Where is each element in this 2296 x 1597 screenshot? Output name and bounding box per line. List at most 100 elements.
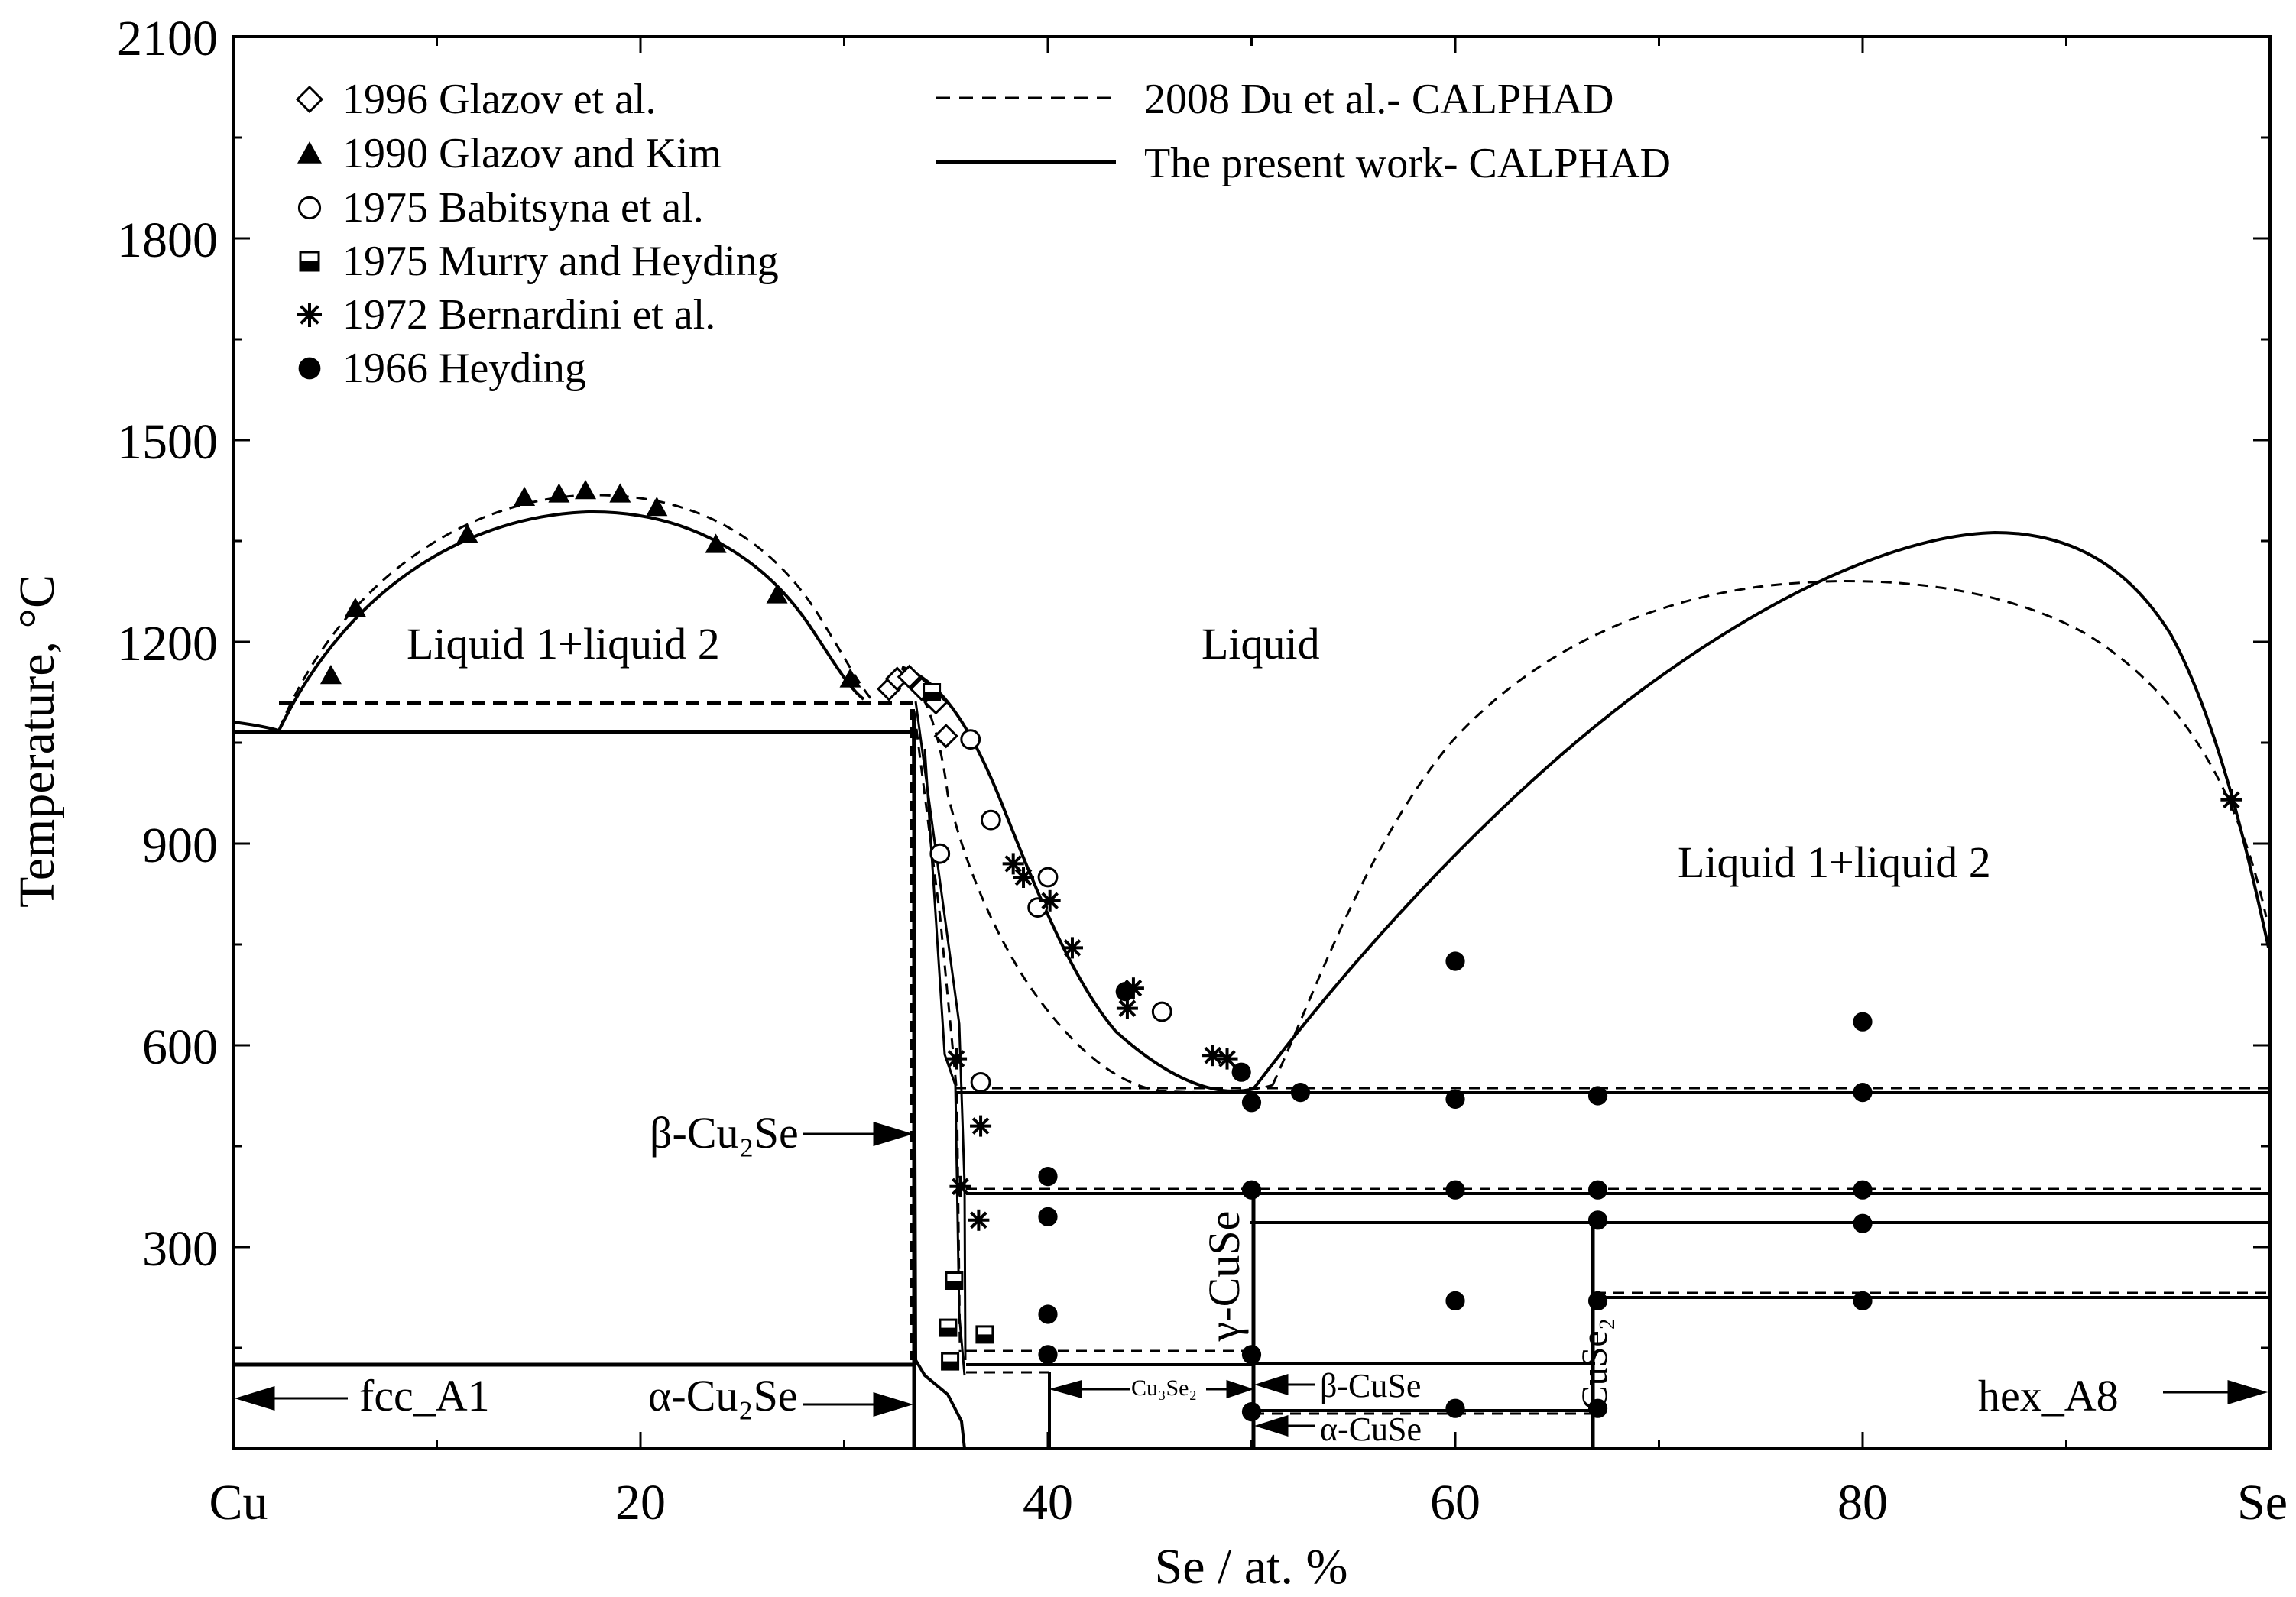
x-tick-label-20: 20 xyxy=(615,1475,666,1531)
region-label-l1l2-right: Liquid 1+liquid 2 xyxy=(1678,837,1991,887)
dashed-liquidus-middle xyxy=(901,667,1273,1094)
data-point xyxy=(1445,1291,1465,1310)
legend-icon-square-half xyxy=(299,251,320,272)
data-point xyxy=(609,483,631,503)
dashed-miscibility-dome-right xyxy=(1271,580,2268,1086)
region-label-beta-cu2se: β-Cu₂Se xyxy=(650,1108,799,1158)
legend-icon-asterisk xyxy=(297,303,322,327)
data-point xyxy=(1231,1062,1251,1082)
data-point xyxy=(970,1115,992,1137)
legend-label-du-2008: 2008 Du et al.- CALPHAD xyxy=(1144,76,1613,123)
data-point xyxy=(945,1271,964,1290)
arrow-alpha-cu2se-head xyxy=(873,1391,914,1417)
legend-icon-circle-open xyxy=(297,196,322,220)
data-point xyxy=(1587,1398,1608,1418)
solid-liquidus-left xyxy=(233,721,280,732)
dashed-cu2se-right-boundary xyxy=(913,710,962,1353)
data-point xyxy=(980,809,1001,831)
data-point xyxy=(1202,1045,1224,1067)
solid-miscibility-dome-right xyxy=(1252,530,2270,1090)
y-tick-labels: 2100 1800 1500 1200 900 600 300 xyxy=(117,11,218,1277)
data-markers xyxy=(319,480,2242,1422)
region-label-fcc: fcc_A1 xyxy=(359,1371,490,1420)
arrow-cu3se2-right-head xyxy=(1226,1379,1254,1399)
solid-cu2se-left-boundary xyxy=(912,708,966,1449)
data-point xyxy=(1027,897,1049,918)
data-point xyxy=(1038,1345,1058,1365)
data-point xyxy=(933,724,958,749)
data-point xyxy=(839,668,861,688)
data-point xyxy=(968,1209,990,1231)
y-axis-label: Temperature, °C xyxy=(9,575,65,908)
region-label-beta-cuse: β-CuSe xyxy=(1320,1367,1421,1404)
region-label-cu3se2: Cu₃Se₂ xyxy=(1131,1375,1197,1401)
data-point xyxy=(923,683,942,701)
series-3 xyxy=(923,683,994,1371)
arrow-beta-cuse-head xyxy=(1254,1373,1289,1396)
legend-icon-diamond-open xyxy=(295,85,324,114)
legend-icon-triangle-filled xyxy=(297,141,322,164)
data-point xyxy=(1445,1089,1465,1109)
data-point xyxy=(1037,867,1059,888)
data-point xyxy=(1241,1093,1262,1113)
region-label-cuse2: CuSe₂ xyxy=(1574,1318,1615,1411)
data-point xyxy=(1241,1402,1262,1422)
data-point xyxy=(1853,1180,1873,1200)
data-point xyxy=(897,664,922,689)
data-point xyxy=(1116,997,1138,1019)
x-axis-label: Se / at. % xyxy=(1155,1539,1348,1595)
region-label-liquid: Liquid xyxy=(1202,619,1320,669)
data-point xyxy=(514,486,536,506)
y-tick-label-900: 900 xyxy=(142,818,218,873)
x-tick-label-cu: Cu xyxy=(209,1475,268,1531)
arrow-hex-head xyxy=(2227,1379,2268,1405)
annotation-arrows xyxy=(234,1121,2268,1437)
phase-boundaries xyxy=(233,494,2270,1449)
data-point xyxy=(1241,1345,1262,1365)
legend-label-babitsyna-1975: 1975 Babitsyna et al. xyxy=(342,184,704,232)
y-tick-label-2100: 2100 xyxy=(117,11,218,66)
solid-miscibility-dome-left xyxy=(277,510,865,731)
data-point xyxy=(1587,1180,1608,1200)
data-point xyxy=(1039,889,1061,912)
arrow-cu3se2-left-head xyxy=(1049,1380,1082,1398)
data-point xyxy=(941,1352,960,1371)
data-point xyxy=(1587,1210,1608,1230)
data-point xyxy=(1445,951,1465,971)
solid-liquidus-middle xyxy=(901,666,1254,1093)
x-tick-label-80: 80 xyxy=(1837,1475,1888,1531)
axis-ticks xyxy=(232,35,2272,1450)
x-tick-label-40: 40 xyxy=(1023,1475,1073,1531)
data-point xyxy=(1115,982,1135,1002)
series-5 xyxy=(1038,951,1873,1422)
data-point xyxy=(1216,1048,1238,1070)
data-point xyxy=(1587,1086,1608,1106)
data-point xyxy=(1445,1180,1465,1200)
region-label-gamma-cuse: γ-CuSe xyxy=(1199,1211,1249,1343)
y-tick-label-300: 300 xyxy=(142,1221,218,1277)
data-point xyxy=(1038,1207,1058,1226)
x-tick-label-60: 60 xyxy=(1430,1475,1480,1531)
data-point xyxy=(949,1175,971,1197)
data-point xyxy=(1853,1012,1873,1032)
data-point xyxy=(1853,1291,1873,1310)
arrow-beta-cu2se-head xyxy=(873,1121,914,1147)
data-point xyxy=(1587,1291,1608,1310)
data-point xyxy=(705,533,727,553)
data-point xyxy=(456,523,478,543)
legend: 1996 Glazov et al. 1990 Glazov and Kim 1… xyxy=(295,76,1671,392)
region-labels: Liquid 1+liquid 2 Liquid Liquid 1+liquid… xyxy=(359,619,2119,1448)
data-point xyxy=(646,497,668,517)
legend-label-glazov-kim-1990: 1990 Glazov and Kim xyxy=(342,130,722,177)
series-4 xyxy=(945,789,2242,1231)
legend-icon-circle-filled xyxy=(298,357,321,380)
data-point xyxy=(1853,1083,1873,1103)
arrow-alpha-cuse-head xyxy=(1254,1414,1289,1437)
dashed-miscibility-dome-left xyxy=(277,494,873,730)
data-point xyxy=(344,598,366,617)
legend-marker-icons xyxy=(295,85,324,380)
data-point xyxy=(1013,867,1035,888)
arrow-fcc-left-head xyxy=(234,1385,275,1411)
y-tick-label-1800: 1800 xyxy=(117,212,218,268)
